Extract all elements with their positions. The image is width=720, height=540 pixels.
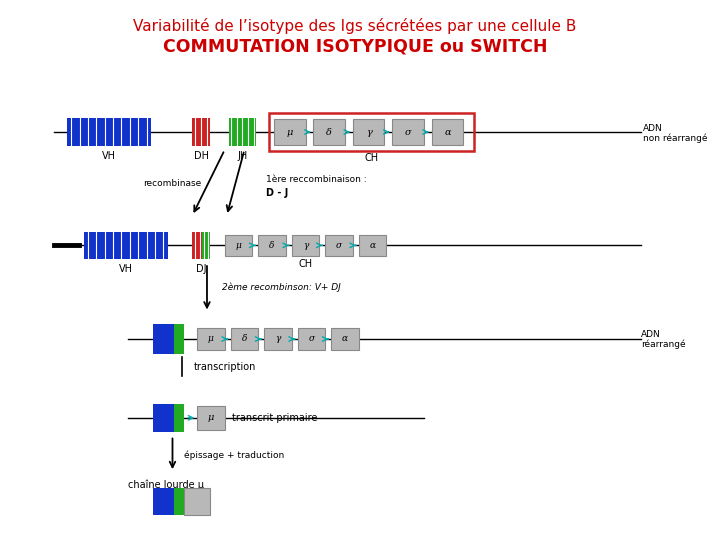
Text: μ: μ: [235, 241, 241, 250]
Bar: [432, 119, 463, 145]
Text: épissage + traduction: épissage + traduction: [184, 450, 284, 460]
Bar: [202, 232, 210, 259]
Bar: [192, 232, 202, 259]
Bar: [230, 328, 258, 350]
Bar: [264, 328, 292, 350]
Bar: [67, 118, 150, 146]
Text: δ: δ: [242, 334, 247, 343]
Text: JH: JH: [238, 151, 248, 161]
Bar: [359, 234, 387, 256]
Bar: [313, 119, 345, 145]
Text: CH: CH: [364, 153, 378, 163]
Text: μ: μ: [208, 413, 214, 422]
Text: recombinase: recombinase: [143, 179, 201, 188]
Bar: [84, 232, 168, 259]
Text: ADN: ADN: [641, 329, 660, 339]
Text: non réarrangé: non réarrangé: [643, 133, 707, 143]
Text: chaîne lourde μ: chaîne lourde μ: [128, 480, 204, 490]
Bar: [225, 234, 252, 256]
Bar: [292, 234, 320, 256]
Bar: [153, 324, 174, 354]
Text: DJ: DJ: [196, 264, 207, 274]
Bar: [353, 119, 384, 145]
Text: 1ère reccombinaison :: 1ère reccombinaison :: [266, 175, 366, 184]
Text: Variabilité de l’isotype des Igs sécrétées par une cellule B: Variabilité de l’isotype des Igs sécrété…: [133, 18, 577, 33]
Bar: [197, 328, 225, 350]
Text: μ: μ: [208, 334, 214, 343]
Text: CH: CH: [299, 259, 312, 269]
Text: DH: DH: [194, 151, 209, 161]
Text: σ: σ: [336, 241, 342, 250]
Text: D - J: D - J: [266, 188, 289, 198]
Bar: [174, 404, 184, 431]
Text: δ: δ: [326, 127, 332, 137]
Text: ADN: ADN: [643, 124, 662, 132]
Text: δ: δ: [269, 241, 275, 250]
Bar: [184, 488, 210, 515]
Text: 2ème recombinson: V+ DJ: 2ème recombinson: V+ DJ: [222, 282, 341, 292]
Text: σ: σ: [308, 334, 315, 343]
Text: γ: γ: [366, 127, 372, 137]
Bar: [153, 404, 174, 431]
Text: α: α: [369, 241, 376, 250]
Bar: [392, 119, 424, 145]
Text: σ: σ: [405, 127, 411, 137]
Bar: [297, 328, 325, 350]
Text: réarrangé: réarrangé: [641, 339, 685, 349]
Text: transcrit primaire: transcrit primaire: [232, 413, 317, 423]
Bar: [174, 324, 184, 354]
Text: γ: γ: [303, 241, 308, 250]
Text: α: α: [444, 127, 451, 137]
Text: α: α: [342, 334, 348, 343]
Bar: [274, 119, 305, 145]
Text: VH: VH: [119, 264, 132, 274]
Bar: [174, 488, 184, 515]
Text: γ: γ: [275, 334, 281, 343]
Bar: [153, 488, 174, 515]
Bar: [229, 118, 256, 146]
Text: transcription: transcription: [194, 362, 256, 372]
Bar: [331, 328, 359, 350]
Text: COMMUTATION ISOTYPIQUE ou SWITCH: COMMUTATION ISOTYPIQUE ou SWITCH: [163, 37, 547, 55]
Bar: [269, 113, 474, 151]
Bar: [192, 118, 210, 146]
Text: μ: μ: [287, 127, 293, 137]
Text: VH: VH: [102, 151, 116, 161]
Bar: [325, 234, 353, 256]
Bar: [258, 234, 286, 256]
Bar: [197, 406, 225, 430]
